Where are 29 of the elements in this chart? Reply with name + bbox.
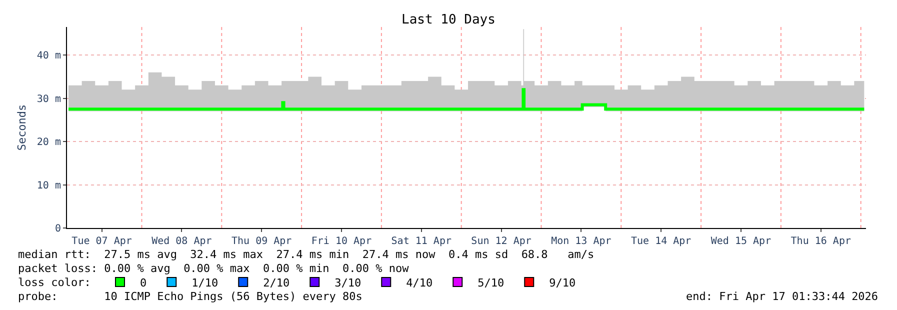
y-tick-label: 30 m	[36, 94, 61, 105]
y-tick-label: 0	[54, 224, 61, 234]
text: packet loss: 0.00 % avg 0.00 % max 0.00 % min 0.00 % now	[18, 262, 410, 275]
x-tick-label: Wed 08 Apr	[152, 236, 212, 247]
text: median rtt: 27.5 ms avg 32.4 ms max 27.4 ms min 27.4 ms now 0.4 ms sd 68.8 am/s	[18, 248, 594, 261]
legend-label: 2/10	[263, 276, 290, 290]
x-tick-label: Mon 13 Apr	[551, 236, 612, 247]
text: probe: 10 ICMP Echo Pings (56 Bytes) every 80s	[18, 290, 362, 303]
y-tick-label: 20 m	[36, 137, 61, 148]
x-tick-label: Wed 15 Apr	[710, 236, 772, 247]
legend-label: 4/10	[406, 276, 433, 290]
legend-label: 1/10	[192, 276, 218, 290]
x-tick-label: Thu 09 Apr	[231, 236, 292, 247]
x-tick-label: Tue 07 Apr	[72, 236, 132, 247]
x-tick-label: Thu 16 Apr	[790, 236, 851, 247]
x-tick-label: Sat 11 Apr	[391, 236, 452, 247]
y-tick-label: 40 m	[36, 50, 61, 62]
x-tick-label: Tue 14 Apr	[630, 236, 692, 247]
text: loss color:	[18, 276, 91, 289]
y-tick-label: 10 m	[36, 180, 61, 192]
legend-label: 0	[140, 276, 147, 290]
chart-title: Last 10 Days	[402, 12, 496, 28]
text: end: Fri Apr 17 01:33:44 2026	[686, 290, 878, 303]
legend-label: 5/10	[478, 276, 504, 290]
legend-label: 3/10	[334, 276, 362, 290]
x-tick-label: Sun 12 Apr	[471, 236, 532, 247]
y-axis-title: Seconds	[16, 104, 29, 151]
x-tick-label: Fri 10 Apr	[311, 236, 372, 247]
legend-label: 9/10	[549, 276, 576, 290]
